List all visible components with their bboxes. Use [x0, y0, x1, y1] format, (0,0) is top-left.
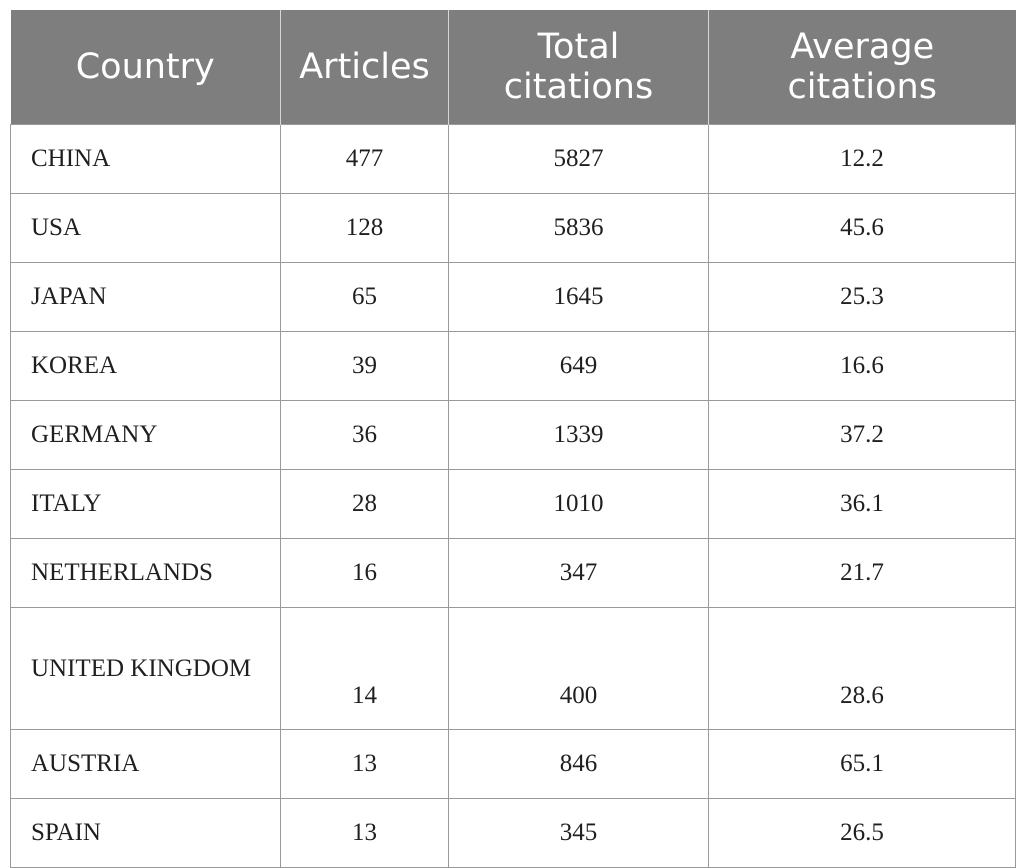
table-row: CHINA 477 5827 12.2	[10, 124, 1016, 194]
cell-articles: 16	[280, 538, 449, 608]
cell-articles: 128	[280, 193, 449, 263]
cell-country: SPAIN	[10, 798, 281, 868]
cell-average-citations: 65.1	[708, 729, 1016, 799]
header-country: Country	[10, 10, 281, 125]
table-row: UNITED KINGDOM 14 400 28.6	[10, 607, 1016, 730]
table-row: USA 128 5836 45.6	[10, 193, 1016, 263]
table-body: CHINA 477 5827 12.2 USA 128 5836 45.6 JA…	[10, 124, 1016, 868]
cell-articles: 14	[280, 607, 449, 730]
cell-country: AUSTRIA	[10, 729, 281, 799]
cell-average-citations: 25.3	[708, 262, 1016, 332]
cell-total-citations: 846	[448, 729, 709, 799]
cell-total-citations: 347	[448, 538, 709, 608]
cell-country: UNITED KINGDOM	[10, 607, 281, 730]
table-row: ITALY 28 1010 36.1	[10, 469, 1016, 539]
cell-articles: 13	[280, 798, 449, 868]
cell-average-citations: 36.1	[708, 469, 1016, 539]
cell-total-citations: 400	[448, 607, 709, 730]
cell-average-citations: 26.5	[708, 798, 1016, 868]
cell-average-citations: 12.2	[708, 124, 1016, 194]
header-average-citations: Average citations	[708, 10, 1016, 125]
header-total-citations: Total citations	[448, 10, 709, 125]
citations-table: Country Articles Total citations Average…	[10, 10, 1016, 868]
cell-articles: 13	[280, 729, 449, 799]
cell-average-citations: 28.6	[708, 607, 1016, 730]
cell-articles: 36	[280, 400, 449, 470]
table-row: AUSTRIA 13 846 65.1	[10, 729, 1016, 799]
cell-total-citations: 5836	[448, 193, 709, 263]
table-row: GERMANY 36 1339 37.2	[10, 400, 1016, 470]
cell-total-citations: 5827	[448, 124, 709, 194]
cell-average-citations: 21.7	[708, 538, 1016, 608]
cell-country: CHINA	[10, 124, 281, 194]
cell-articles: 39	[280, 331, 449, 401]
cell-country: GERMANY	[10, 400, 281, 470]
cell-country: JAPAN	[10, 262, 281, 332]
cell-average-citations: 16.6	[708, 331, 1016, 401]
header-articles: Articles	[280, 10, 449, 125]
cell-total-citations: 1339	[448, 400, 709, 470]
cell-total-citations: 649	[448, 331, 709, 401]
cell-total-citations: 1645	[448, 262, 709, 332]
table-row: JAPAN 65 1645 25.3	[10, 262, 1016, 332]
cell-articles: 65	[280, 262, 449, 332]
cell-total-citations: 345	[448, 798, 709, 868]
table-row: NETHERLANDS 16 347 21.7	[10, 538, 1016, 608]
cell-country: USA	[10, 193, 281, 263]
cell-country: ITALY	[10, 469, 281, 539]
header-row: Country Articles Total citations Average…	[10, 10, 1016, 125]
cell-country: NETHERLANDS	[10, 538, 281, 608]
cell-average-citations: 37.2	[708, 400, 1016, 470]
cell-country: KOREA	[10, 331, 281, 401]
table-row: KOREA 39 649 16.6	[10, 331, 1016, 401]
cell-total-citations: 1010	[448, 469, 709, 539]
cell-articles: 28	[280, 469, 449, 539]
cell-articles: 477	[280, 124, 449, 194]
table-row: SPAIN 13 345 26.5	[10, 798, 1016, 868]
cell-average-citations: 45.6	[708, 193, 1016, 263]
table-header: Country Articles Total citations Average…	[10, 10, 1016, 125]
